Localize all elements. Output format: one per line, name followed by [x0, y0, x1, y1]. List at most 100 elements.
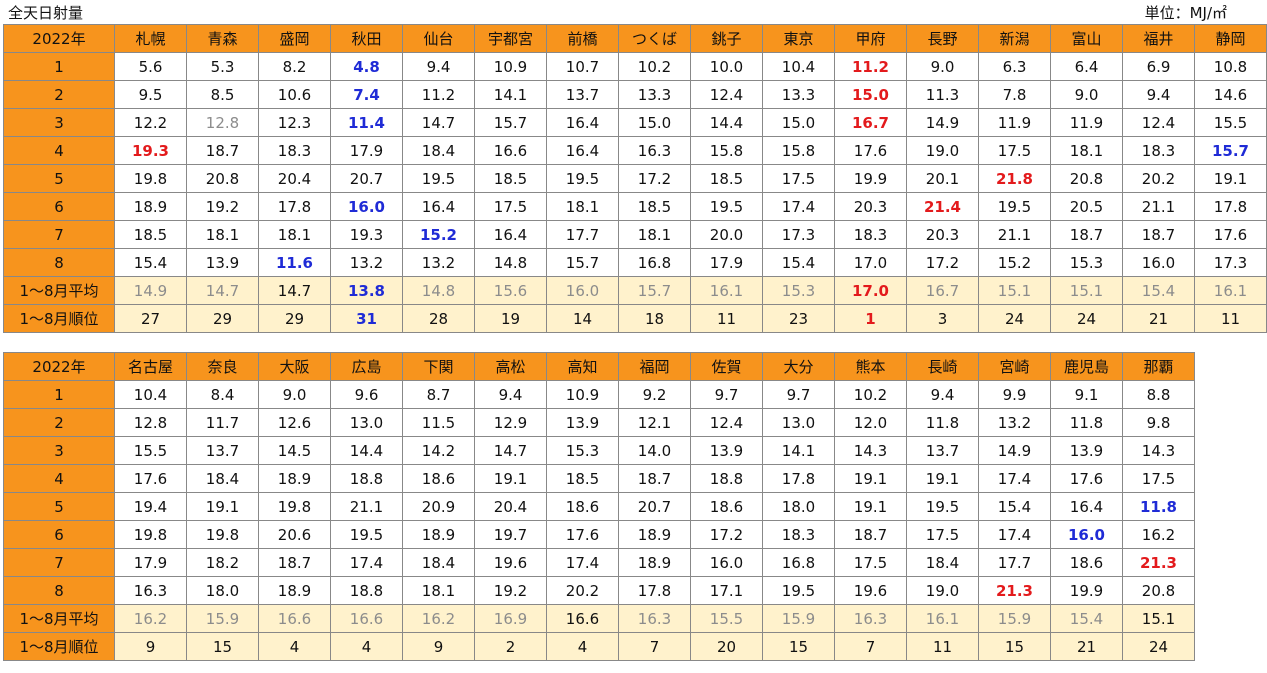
month-row: 8 15.4 13.9 11.6 13.2 13.2 14.8 15.7 16.8 17.9 15.…: [3, 248, 1267, 277]
value-cell: 13.9: [186, 248, 259, 277]
value-cell: 12.4: [690, 80, 763, 109]
value-cell: 20.8: [1050, 164, 1123, 193]
value-cell: 16.4: [546, 136, 619, 165]
value-cell: 9.6: [330, 380, 403, 409]
year-corner-header: 2022年: [3, 24, 115, 53]
value-cell: 9.1: [1050, 380, 1123, 409]
row-label: 1～8月順位: [3, 632, 115, 661]
value-cell: 14.9: [906, 108, 979, 137]
value-cell: 16.0: [330, 192, 403, 221]
value-cell: 18.8: [330, 576, 403, 605]
value-cell: 18.9: [618, 520, 691, 549]
value-cell: 18.1: [402, 576, 475, 605]
value-cell: 18.0: [186, 576, 259, 605]
value-cell: 19.9: [1050, 576, 1123, 605]
value-cell: 21.1: [330, 492, 403, 521]
solar-radiation-table-west: 2022年 名古屋 奈良 大阪 広島 下関 高松 高知 福岡 佐賀 大分 熊本 長崎 宮崎 鹿児島 那覇 1 10…: [3, 352, 1195, 661]
value-cell: 15.7: [546, 248, 619, 277]
value-cell: 19.4: [114, 492, 187, 521]
value-cell: 14.9: [978, 436, 1051, 465]
row-label: 2: [3, 408, 115, 437]
value-cell: 7.4: [330, 80, 403, 109]
value-cell: 16.6: [546, 604, 619, 633]
value-cell: 10.4: [762, 52, 835, 81]
value-cell: 15.9: [186, 604, 259, 633]
row-label: 7: [3, 220, 115, 249]
value-cell: 17.0: [834, 276, 907, 305]
value-cell: 11.2: [402, 80, 475, 109]
value-cell: 13.9: [1050, 436, 1123, 465]
value-cell: 19.1: [906, 464, 979, 493]
value-cell: 17.6: [546, 520, 619, 549]
value-cell: 19.1: [186, 492, 259, 521]
value-cell: 27: [114, 304, 187, 333]
value-cell: 15.4: [1050, 604, 1123, 633]
value-cell: 15.5: [690, 604, 763, 633]
value-cell: 18.1: [186, 220, 259, 249]
value-cell: 18.8: [330, 464, 403, 493]
row-label: 6: [3, 192, 115, 221]
value-cell: 16.6: [474, 136, 547, 165]
value-cell: 8.5: [186, 80, 259, 109]
value-cell: 18.9: [258, 464, 331, 493]
station-header: 仙台: [402, 24, 475, 53]
value-cell: 14.4: [690, 108, 763, 137]
value-cell: 9.0: [906, 52, 979, 81]
value-cell: 13.0: [762, 408, 835, 437]
row-label: 1: [3, 52, 115, 81]
value-cell: 13.2: [402, 248, 475, 277]
value-cell: 15.7: [1194, 136, 1267, 165]
value-cell: 18.3: [834, 220, 907, 249]
value-cell: 16.2: [114, 604, 187, 633]
station-header: 前橋: [546, 24, 619, 53]
value-cell: 10.9: [546, 380, 619, 409]
value-cell: 16.7: [906, 276, 979, 305]
value-cell: 13.3: [618, 80, 691, 109]
row-label: 5: [3, 492, 115, 521]
month-row: 1 10.4 8.4 9.0 9.6 8.7 9.4 10.9 9.2 9.7 9.7 10.2 9.4…: [3, 380, 1195, 409]
value-cell: 20.9: [402, 492, 475, 521]
value-cell: 16.3: [834, 604, 907, 633]
value-cell: 4: [546, 632, 619, 661]
value-cell: 17.4: [330, 548, 403, 577]
value-cell: 20: [690, 632, 763, 661]
value-cell: 13.7: [906, 436, 979, 465]
value-cell: 13.2: [978, 408, 1051, 437]
value-cell: 10.7: [546, 52, 619, 81]
value-cell: 14.2: [402, 436, 475, 465]
average-row: 1～8月平均 16.2 15.9 16.6 16.6 16.2 16.9 16.6 16.3 15…: [3, 604, 1195, 633]
value-cell: 18.9: [618, 548, 691, 577]
month-row: 5 19.4 19.1 19.8 21.1 20.9 20.4 18.6 20.7 18.6 18.…: [3, 492, 1195, 521]
station-header: 鹿児島: [1050, 352, 1123, 381]
value-cell: 15.2: [978, 248, 1051, 277]
month-row: 7 18.5 18.1 18.1 19.3 15.2 16.4 17.7 18.1 20.0 17.…: [3, 220, 1267, 249]
value-cell: 16.4: [474, 220, 547, 249]
value-cell: 15.1: [1050, 276, 1123, 305]
value-cell: 14.7: [402, 108, 475, 137]
value-cell: 18.9: [114, 192, 187, 221]
value-cell: 8.7: [402, 380, 475, 409]
station-header: 銚子: [690, 24, 763, 53]
value-cell: 14: [546, 304, 619, 333]
value-cell: 15.3: [762, 276, 835, 305]
station-header: 佐賀: [690, 352, 763, 381]
value-cell: 9.4: [1122, 80, 1195, 109]
value-cell: 13.7: [546, 80, 619, 109]
row-label: 8: [3, 248, 115, 277]
station-header: 広島: [330, 352, 403, 381]
value-cell: 6.4: [1050, 52, 1123, 81]
value-cell: 19.5: [402, 164, 475, 193]
value-cell: 4: [330, 632, 403, 661]
value-cell: 13.9: [690, 436, 763, 465]
value-cell: 8.4: [186, 380, 259, 409]
value-cell: 15.7: [618, 276, 691, 305]
value-cell: 17.8: [258, 192, 331, 221]
value-cell: 13.9: [546, 408, 619, 437]
value-cell: 16.4: [402, 192, 475, 221]
value-cell: 15.6: [474, 276, 547, 305]
value-cell: 15.4: [978, 492, 1051, 521]
value-cell: 19.3: [114, 136, 187, 165]
value-cell: 11.4: [330, 108, 403, 137]
month-row: 4 19.3 18.7 18.3 17.9 18.4 16.6 16.4 16.3 15.8 15.…: [3, 136, 1267, 165]
value-cell: 12.2: [114, 108, 187, 137]
